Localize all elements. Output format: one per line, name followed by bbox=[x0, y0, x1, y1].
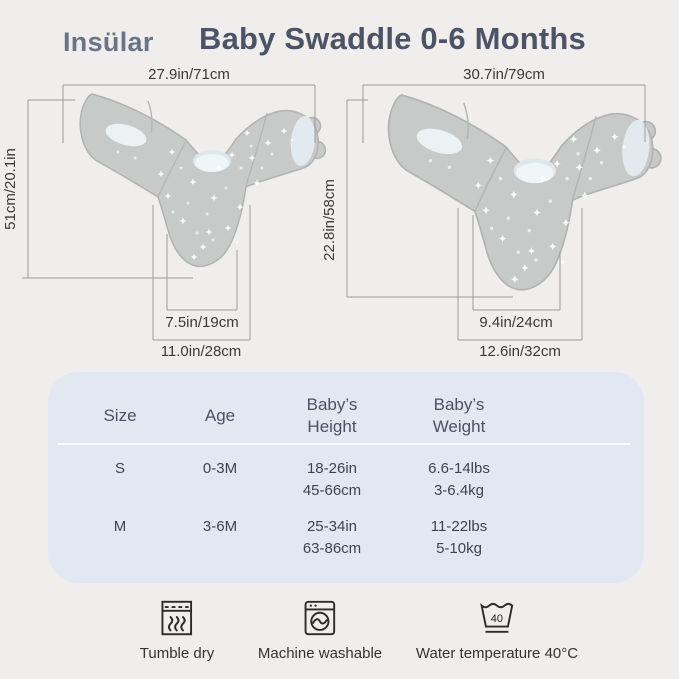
table-cell-age-s: 0-3M bbox=[202, 460, 238, 477]
water-temperature-icon: 40 bbox=[480, 602, 514, 633]
header-height-line2: Height bbox=[307, 417, 357, 436]
table-header-divider bbox=[58, 443, 630, 445]
header-weight-line2: Weight bbox=[432, 417, 486, 436]
swaddle-small-illustration bbox=[80, 94, 325, 266]
swaddle-small-figure: 27.9in/71cm 51cm/20.1in 7.5in/19cm 11.0i… bbox=[2, 66, 326, 360]
dim-small-width-inner: 7.5in/19cm bbox=[165, 314, 238, 331]
machine-washable-icon bbox=[304, 600, 336, 636]
care-machine-washable-label: Machine washable bbox=[257, 645, 383, 662]
care-water-temperature: 40 Water temperature 40°C bbox=[416, 596, 578, 662]
table-cell-age-m: 3-6M bbox=[202, 518, 238, 535]
size-table-panel: Size S M Age 0-3M 3-6M Baby’s Height 18-… bbox=[48, 372, 644, 583]
column-header-weight: Baby’s Weight bbox=[384, 392, 534, 440]
height-s-in: 18-26in bbox=[306, 460, 358, 477]
table-column-weight: Baby’s Weight 6.6-14lbs 3-6.4kg 11-22lbs… bbox=[384, 372, 534, 583]
header-size-label: Size bbox=[103, 406, 137, 425]
care-machine-washable: Machine washable bbox=[258, 596, 382, 662]
swaddle-large-figure: 30.7in/79cm 22.8in/58cm 9.4in/24cm 12.6i… bbox=[321, 66, 661, 360]
dim-large-width-outer: 12.6in/32cm bbox=[479, 343, 561, 360]
weight-s-lb: 6.6-14lbs bbox=[428, 460, 490, 477]
table-cell-size-m: M bbox=[113, 518, 127, 535]
dim-small-width-outer: 11.0in/28cm bbox=[161, 343, 242, 360]
care-tumble-dry-label: Tumble dry bbox=[139, 645, 215, 662]
weight-m-kg: 5-10kg bbox=[436, 540, 482, 557]
page-title: Baby Swaddle 0-6 Months bbox=[199, 21, 586, 56]
dim-large-width-top: 30.7in/79cm bbox=[463, 66, 545, 83]
care-water-temperature-label: Water temperature 40°C bbox=[415, 645, 579, 662]
header-age-label: Age bbox=[204, 406, 236, 425]
header-weight-line1: Baby’s bbox=[433, 395, 485, 414]
height-m-cm: 63-86cm bbox=[302, 540, 362, 557]
dimension-lines-large bbox=[346, 84, 646, 341]
dim-small-height-left: 51cm/20.1in bbox=[2, 148, 19, 230]
dimension-lines-small bbox=[22, 84, 316, 341]
swaddle-large-illustration bbox=[389, 95, 661, 290]
dim-large-height-left: 22.8in/58cm bbox=[321, 179, 338, 261]
water-temp-value: 40 bbox=[491, 613, 503, 625]
table-cell-height-s: 18-26in 45-66cm bbox=[257, 458, 407, 502]
table-column-age: Age 0-3M 3-6M bbox=[145, 372, 295, 583]
tumble-dry-icon bbox=[161, 600, 193, 636]
table-cell-size-s: S bbox=[114, 460, 125, 477]
dim-small-width-top: 27.9in/71cm bbox=[148, 66, 230, 83]
weight-s-kg: 3-6.4kg bbox=[433, 482, 485, 499]
height-m-in: 25-34in bbox=[306, 518, 358, 535]
table-cell-weight-m: 11-22lbs 5-10kg bbox=[384, 516, 534, 560]
care-tumble-dry: Tumble dry bbox=[140, 596, 214, 662]
height-s-cm: 45-66cm bbox=[302, 482, 362, 499]
header-height-line1: Baby’s bbox=[306, 395, 358, 414]
table-column-size: Size S M bbox=[45, 372, 195, 583]
column-header-size: Size bbox=[45, 392, 195, 440]
weight-m-lb: 11-22lbs bbox=[430, 518, 488, 535]
table-cell-height-m: 25-34in 63-86cm bbox=[257, 516, 407, 560]
table-cell-weight-s: 6.6-14lbs 3-6.4kg bbox=[384, 458, 534, 502]
dim-large-width-inner: 9.4in/24cm bbox=[479, 314, 552, 331]
column-header-age: Age bbox=[145, 392, 295, 440]
column-header-height: Baby’s Height bbox=[257, 392, 407, 440]
brand-logo: Insülar bbox=[63, 27, 154, 57]
table-column-height: Baby’s Height 18-26in 45-66cm 25-34in 63… bbox=[257, 372, 407, 583]
